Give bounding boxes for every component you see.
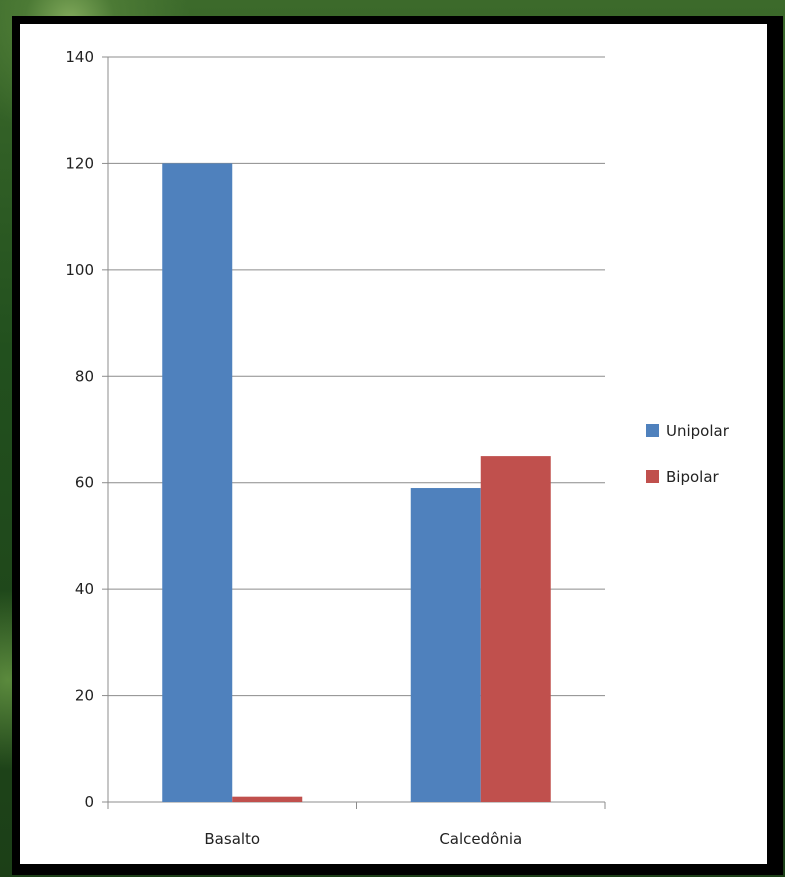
legend-swatch-bipolar (646, 470, 659, 483)
y-tick-label: 20 (75, 687, 94, 705)
chart-area (20, 24, 767, 864)
y-tick-label: 100 (65, 261, 94, 279)
y-tick-label: 120 (65, 154, 94, 172)
bar-bipolar-1 (480, 456, 551, 802)
x-tick-label: Calcedônia (439, 830, 522, 848)
y-tick-label: 0 (84, 793, 94, 811)
bar-unipolar-0 (162, 163, 233, 802)
legend-label-unipolar: Unipolar (666, 422, 730, 440)
bar-bipolar-0 (232, 796, 303, 802)
bar-unipolar-1 (410, 488, 481, 802)
y-tick-label: 80 (75, 367, 94, 385)
y-tick-label: 140 (65, 48, 94, 66)
y-tick-label: 60 (75, 474, 94, 492)
x-tick-label: Basalto (204, 830, 260, 848)
legend-label-bipolar: Bipolar (666, 468, 720, 486)
y-tick-label: 40 (75, 580, 94, 598)
legend-swatch-unipolar (646, 424, 659, 437)
